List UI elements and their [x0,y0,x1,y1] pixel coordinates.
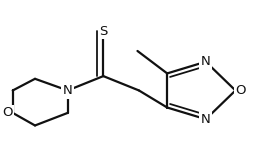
Text: S: S [99,25,107,38]
Text: N: N [201,55,211,68]
Text: O: O [2,106,13,119]
Text: N: N [63,84,73,97]
Text: N: N [201,113,211,126]
Text: O: O [235,84,246,97]
